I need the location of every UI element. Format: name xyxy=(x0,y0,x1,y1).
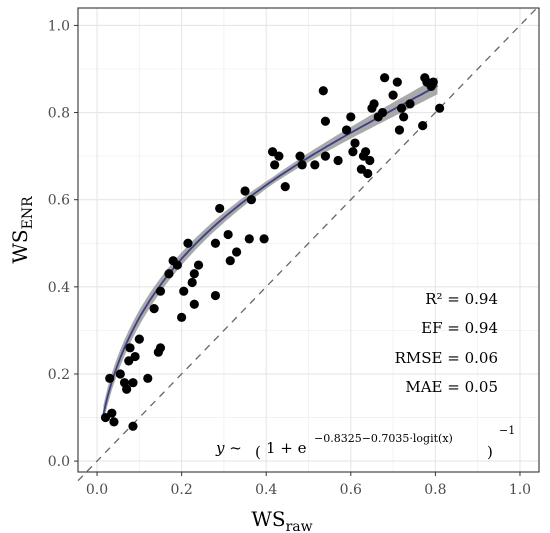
data-point xyxy=(259,234,269,244)
data-point xyxy=(399,112,409,122)
data-point xyxy=(240,186,250,196)
data-point xyxy=(172,260,182,270)
annotation-mae: MAE = 0.05 xyxy=(405,378,498,396)
y-tick-label: 0.4 xyxy=(48,280,70,296)
data-point xyxy=(377,107,388,118)
annotation-r2: R² = 0.94 xyxy=(425,290,498,308)
data-point xyxy=(270,160,280,170)
data-point xyxy=(189,269,199,279)
data-point xyxy=(109,417,119,427)
x-tick-label: 1.0 xyxy=(509,482,531,498)
fit-confidence-ribbon xyxy=(103,77,438,423)
data-point xyxy=(365,155,375,166)
data-point xyxy=(320,151,331,161)
y-axis-title: WSENR xyxy=(8,196,36,264)
data-point xyxy=(380,73,390,83)
data-points xyxy=(100,73,445,431)
data-point xyxy=(346,112,356,122)
data-point xyxy=(244,234,254,244)
data-point xyxy=(223,229,233,240)
svg-text:−1: −1 xyxy=(499,424,515,437)
data-point xyxy=(341,125,352,135)
data-point xyxy=(350,138,360,148)
x-axis-ticks: 0.0 0.2 0.4 0.6 0.8 1.0 xyxy=(86,472,531,498)
annotation-formula: y ~ ( 1 + e −0.8325−0.7035·logit(x) ) −1 xyxy=(215,424,515,461)
data-point xyxy=(418,121,428,131)
annotation-rmse: RMSE = 0.06 xyxy=(395,349,498,367)
data-point xyxy=(280,182,290,192)
x-tick-label: 0.6 xyxy=(340,482,362,498)
data-point xyxy=(396,103,407,113)
data-point xyxy=(187,277,197,288)
data-point xyxy=(155,343,166,353)
y-axis-ticks: 0.0 0.2 0.4 0.6 0.8 1.0 xyxy=(48,18,78,470)
data-point xyxy=(177,312,187,322)
y-tick-label: 0.2 xyxy=(48,367,70,383)
data-point xyxy=(435,103,445,113)
data-point xyxy=(179,286,189,296)
data-point xyxy=(318,86,328,96)
data-point xyxy=(189,299,199,309)
formula-close-paren: ) xyxy=(487,443,493,461)
formula-open-paren: ( xyxy=(255,443,261,461)
data-point xyxy=(225,256,235,266)
data-point xyxy=(310,160,320,170)
data-point xyxy=(405,99,415,109)
data-point xyxy=(360,147,371,157)
x-tick-label: 0.4 xyxy=(255,482,277,498)
data-point xyxy=(143,373,153,383)
fit-curve xyxy=(102,84,438,415)
data-point xyxy=(130,351,140,362)
y-tick-label: 0.0 xyxy=(48,454,70,470)
svg-text:y ~: y ~ xyxy=(215,439,242,457)
data-point xyxy=(297,160,307,170)
data-point xyxy=(210,290,221,301)
annotation-ef: EF = 0.94 xyxy=(421,319,498,337)
data-point xyxy=(122,384,132,394)
x-tick-label: 0.8 xyxy=(424,482,446,498)
data-point xyxy=(274,151,284,161)
data-point xyxy=(149,304,159,314)
data-point xyxy=(128,378,138,388)
data-point xyxy=(363,168,373,179)
x-tick-label: 0.2 xyxy=(170,482,192,498)
svg-text:−0.8325−0.7035·logit(x): −0.8325−0.7035·logit(x) xyxy=(314,432,453,445)
data-point xyxy=(125,343,135,353)
data-point xyxy=(369,99,379,109)
identity-reference-line xyxy=(77,7,538,482)
data-point xyxy=(128,421,138,431)
data-point xyxy=(215,203,225,214)
grid-lines xyxy=(78,8,539,472)
y-tick-label: 0.8 xyxy=(48,106,70,122)
data-point xyxy=(392,77,402,87)
data-point xyxy=(232,247,242,257)
data-point xyxy=(183,238,193,248)
data-point xyxy=(333,155,343,166)
data-point xyxy=(348,147,358,157)
data-point xyxy=(246,195,257,205)
y-tick-label: 0.6 xyxy=(48,193,70,209)
data-point xyxy=(105,373,115,383)
x-axis-title: WSraw xyxy=(251,507,312,533)
data-point xyxy=(115,369,125,379)
data-point xyxy=(164,269,174,279)
data-point xyxy=(428,77,438,87)
x-tick-label: 0.0 xyxy=(86,482,108,498)
data-point xyxy=(107,408,117,418)
data-point xyxy=(210,238,221,248)
data-point xyxy=(193,260,204,270)
data-point xyxy=(394,125,405,135)
data-point xyxy=(155,286,166,296)
data-point xyxy=(134,334,144,344)
y-tick-label: 1.0 xyxy=(48,18,70,34)
data-point xyxy=(295,151,305,161)
data-point xyxy=(320,116,331,126)
data-point xyxy=(388,90,398,100)
plot-panel-border xyxy=(77,7,540,473)
svg-text:1 + e: 1 + e xyxy=(266,439,307,457)
